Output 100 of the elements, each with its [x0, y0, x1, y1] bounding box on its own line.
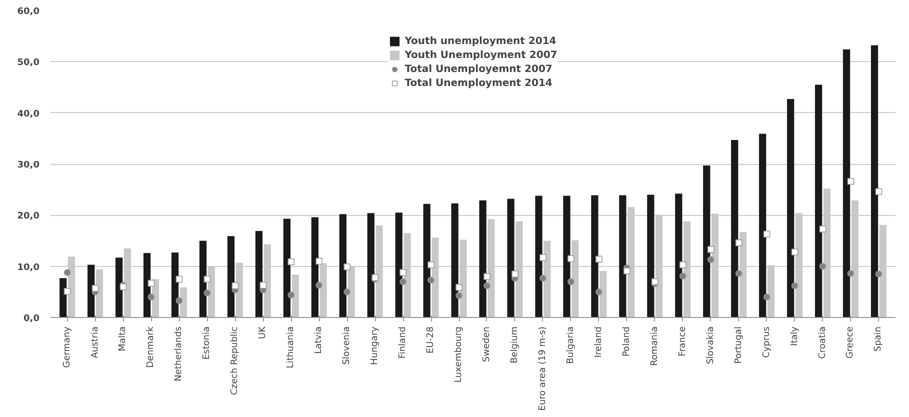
- point: [64, 288, 71, 295]
- point: [568, 255, 574, 262]
- bar: [451, 203, 458, 318]
- point: [875, 270, 882, 278]
- point: [596, 288, 602, 296]
- x-tick-label: Hungary: [370, 326, 380, 365]
- point: [707, 256, 714, 264]
- point: [260, 282, 267, 289]
- bar: [731, 140, 738, 318]
- point: [819, 226, 826, 232]
- point: [232, 282, 239, 290]
- x-tick-label: Spain: [874, 326, 884, 352]
- x-tick-label: UK: [258, 325, 268, 339]
- bar: [367, 213, 374, 318]
- bar: [88, 264, 95, 318]
- point: [847, 178, 854, 185]
- x-tick-label: Austria: [90, 326, 100, 358]
- x-tick-label: Sweden: [482, 326, 492, 362]
- x-tick-label: Greece: [846, 326, 856, 359]
- point: [763, 230, 770, 238]
- point: [735, 270, 742, 277]
- x-tick-label: Finland: [398, 326, 408, 359]
- legend-label: Total Unemployment 2014: [404, 78, 552, 88]
- y-tick-label: 20,0: [17, 212, 40, 222]
- point: [623, 268, 630, 274]
- bar: [60, 278, 67, 318]
- point: [791, 248, 798, 256]
- y-tick-label: 30,0: [17, 160, 40, 170]
- legend-label: Total Unemployemnt 2007: [404, 64, 552, 74]
- x-tick-label: Romania: [650, 326, 660, 366]
- point: [92, 284, 99, 292]
- point: [791, 282, 798, 290]
- point: [204, 290, 211, 296]
- legend-label: Youth unemployment 2014: [404, 36, 556, 46]
- x-tick-label: Italy: [790, 326, 800, 346]
- point: [819, 262, 826, 270]
- x-tick-label: Cyprus: [762, 326, 772, 358]
- point: [344, 263, 350, 270]
- point: [679, 261, 686, 268]
- point: [679, 272, 686, 280]
- x-tick-label: Portugal: [734, 326, 744, 364]
- bar: [292, 274, 299, 318]
- y-tick-label: 40,0: [17, 109, 40, 120]
- x-tick-label: Croatia: [818, 326, 828, 359]
- bar: [180, 287, 187, 318]
- bar: [115, 258, 123, 318]
- x-tick-label: EU-28: [426, 326, 436, 354]
- bar: [675, 194, 682, 318]
- x-tick-label: Netherlands: [174, 326, 184, 382]
- bar: [619, 195, 626, 318]
- point: [456, 292, 462, 299]
- x-tick-label: Belgium: [510, 326, 520, 364]
- point: [400, 269, 406, 276]
- point: [176, 297, 183, 304]
- point: [875, 188, 882, 196]
- point: [400, 278, 406, 286]
- bar: [339, 214, 346, 318]
- point: [540, 274, 546, 282]
- point: [512, 270, 518, 278]
- x-tick-label: Ireland: [594, 326, 604, 358]
- bar: [591, 195, 598, 318]
- bar: [759, 134, 766, 318]
- x-tick-label: Poland: [622, 326, 632, 357]
- bar: [171, 252, 179, 318]
- x-tick-label: Luxembourg: [454, 326, 464, 383]
- x-tick-label: Slovenia: [342, 326, 352, 365]
- y-tick-label: 60,0: [17, 7, 40, 17]
- point: [735, 239, 742, 246]
- bar: [703, 166, 710, 318]
- bar: [870, 45, 878, 318]
- point: [763, 294, 770, 300]
- x-tick-label: Bulgaria: [566, 326, 576, 364]
- y-tick-label: 10,0: [17, 262, 40, 273]
- x-tick-label: Latvia: [314, 326, 324, 354]
- bar: [423, 204, 430, 318]
- point: [540, 254, 546, 262]
- bar: [842, 49, 850, 318]
- legend-label: Youth Unemployment 2007: [404, 50, 558, 60]
- bar: [143, 253, 151, 318]
- bar: [311, 217, 318, 318]
- bar: [199, 240, 207, 318]
- point: [288, 258, 295, 266]
- point: [428, 276, 434, 284]
- x-tick-label: Malta: [118, 326, 128, 352]
- point: [456, 284, 462, 291]
- bar: [395, 212, 402, 318]
- bar: [814, 84, 822, 318]
- point: [847, 270, 854, 277]
- x-tick-label: Slovakia: [706, 326, 716, 364]
- x-tick-label: Euro area (19 m-s): [538, 326, 548, 411]
- bar: [96, 269, 104, 318]
- bar: [563, 196, 570, 318]
- x-tick-label: Germany: [62, 326, 72, 368]
- point: [316, 282, 323, 289]
- point: [148, 280, 155, 287]
- x-tick-label: Czech Republic: [230, 326, 240, 396]
- point: [596, 256, 602, 263]
- point: [64, 269, 71, 276]
- point: [484, 273, 490, 280]
- x-tick-label: Denmark: [146, 326, 156, 368]
